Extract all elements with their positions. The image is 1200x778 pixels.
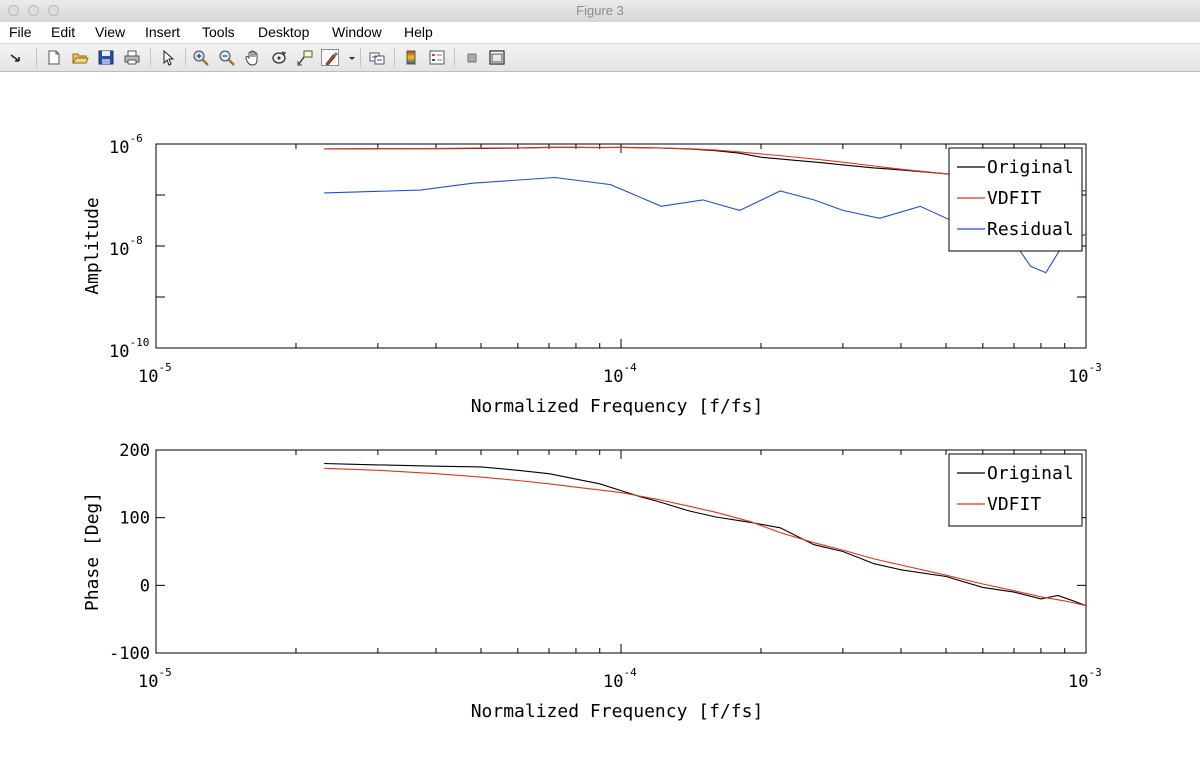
x-tick-label: 10-3 bbox=[1068, 666, 1102, 692]
menu-help[interactable]: Help bbox=[404, 24, 433, 40]
x-axis-label: Normalized Frequency [f/fs] bbox=[471, 396, 764, 417]
pan-hand-icon[interactable] bbox=[244, 49, 262, 66]
y-tick-label-base: 10 bbox=[109, 240, 129, 260]
y-axis-label: Phase [Deg] bbox=[82, 492, 103, 611]
figure-canvas: 10-5 10-4 10-3 10-10 10-8 10-6 Normalized Freq… bbox=[0, 72, 1200, 773]
brush-icon[interactable] bbox=[321, 49, 339, 66]
minimize-window-button[interactable] bbox=[28, 5, 39, 16]
y-tick-label: -100 bbox=[109, 644, 150, 664]
menu-bar: File Edit View Insert Tools Desktop Wind… bbox=[0, 22, 1200, 44]
x-tick-label-exponent: -3 bbox=[1088, 361, 1101, 374]
close-window-button[interactable] bbox=[8, 5, 19, 16]
legend-label-residual: Residual bbox=[987, 219, 1074, 240]
series-line-residual bbox=[324, 176, 1087, 274]
axes-box-1[interactable] bbox=[155, 143, 1087, 349]
x-tick-label-base: 10 bbox=[1068, 367, 1088, 387]
menu-insert[interactable]: Insert bbox=[145, 24, 181, 40]
show-plot-tools-icon[interactable] bbox=[488, 49, 506, 66]
menu-view[interactable]: View bbox=[95, 24, 126, 40]
x-tick-label-exponent: -4 bbox=[623, 361, 637, 374]
edit-plot-arrow-icon[interactable] bbox=[159, 49, 177, 66]
y-tick-label: 200 bbox=[119, 441, 150, 461]
x-tick-label-exponent: -5 bbox=[158, 361, 171, 374]
figure-toolbar bbox=[0, 44, 1200, 72]
x-tick-label: 10-5 bbox=[138, 361, 172, 387]
toolbar-separator bbox=[394, 48, 395, 67]
toolbar-separator bbox=[150, 48, 151, 67]
x-tick-label-base: 10 bbox=[1068, 672, 1088, 692]
menu-edit[interactable]: Edit bbox=[51, 24, 76, 40]
colorbar-icon[interactable] bbox=[402, 49, 420, 66]
x-tick-label-base: 10 bbox=[603, 367, 623, 387]
y-tick-label-exponent: -10 bbox=[129, 336, 149, 349]
rotate-3d-icon[interactable] bbox=[270, 49, 288, 66]
data-cursor-icon[interactable] bbox=[296, 49, 314, 66]
x-axis-label: Normalized Frequency [f/fs] bbox=[471, 701, 764, 722]
menu-desktop[interactable]: Desktop bbox=[258, 24, 310, 40]
toolbar-separator bbox=[454, 48, 455, 67]
y-tick-label: 10-6 bbox=[109, 132, 143, 158]
hide-plot-tools-icon[interactable] bbox=[463, 49, 481, 66]
x-tick-label: 10-4 bbox=[603, 666, 637, 692]
y-tick-label: 100 bbox=[119, 509, 150, 529]
series-line-original bbox=[324, 462, 1087, 607]
open-file-icon[interactable] bbox=[71, 49, 89, 66]
menu-tools[interactable]: Tools bbox=[202, 24, 235, 40]
y-tick-label: 10-8 bbox=[109, 234, 143, 260]
print-icon[interactable] bbox=[123, 49, 141, 66]
dock-arrow-icon[interactable] bbox=[7, 49, 25, 66]
x-tick-label-exponent: -4 bbox=[623, 666, 637, 679]
x-tick-label: 10-5 bbox=[138, 666, 172, 692]
y-axis-label: Amplitude bbox=[82, 197, 103, 295]
title-bar: Figure 3 bbox=[0, 0, 1200, 23]
y-tick-label: 10-10 bbox=[109, 336, 149, 362]
legend-label-original: Original bbox=[987, 463, 1074, 484]
new-figure-icon[interactable] bbox=[45, 49, 63, 66]
x-tick-label: 10-3 bbox=[1068, 361, 1102, 387]
save-icon[interactable] bbox=[97, 49, 115, 66]
toolbar-separator bbox=[360, 48, 361, 67]
toolbar-separator bbox=[36, 48, 37, 67]
axes-box-2[interactable] bbox=[155, 449, 1087, 654]
y-tick-label-base: 10 bbox=[109, 138, 129, 158]
zoom-out-icon[interactable] bbox=[218, 49, 236, 66]
menu-window[interactable]: Window bbox=[332, 24, 382, 40]
menu-file[interactable]: File bbox=[9, 24, 32, 40]
y-tick-label-exponent: -8 bbox=[129, 234, 142, 247]
x-tick-label-base: 10 bbox=[138, 672, 158, 692]
link-plot-icon[interactable] bbox=[368, 49, 386, 66]
window-title: Figure 3 bbox=[576, 3, 624, 18]
toolbar-separator bbox=[185, 48, 186, 67]
legend-icon[interactable] bbox=[428, 49, 446, 66]
x-tick-label: 10-4 bbox=[603, 361, 637, 387]
series-line-vdfit bbox=[324, 467, 1087, 607]
legend-box-1[interactable] bbox=[948, 147, 1083, 252]
x-tick-label-base: 10 bbox=[138, 367, 158, 387]
y-tick-label: 0 bbox=[140, 576, 150, 596]
legend-label-vdfit: VDFIT bbox=[987, 188, 1041, 209]
zoom-in-icon[interactable] bbox=[192, 49, 210, 66]
x-tick-label-exponent: -3 bbox=[1088, 666, 1101, 679]
legend-label-original: Original bbox=[987, 157, 1074, 178]
x-tick-label-exponent: -5 bbox=[158, 666, 171, 679]
zoom-window-button[interactable] bbox=[48, 5, 59, 16]
legend-label-vdfit: VDFIT bbox=[987, 494, 1041, 515]
brush-dropdown-icon[interactable] bbox=[343, 49, 355, 66]
y-tick-label-base: 10 bbox=[109, 342, 129, 362]
y-tick-label-exponent: -6 bbox=[129, 132, 142, 145]
legend-box-2[interactable] bbox=[948, 453, 1083, 527]
x-tick-label-base: 10 bbox=[603, 672, 623, 692]
